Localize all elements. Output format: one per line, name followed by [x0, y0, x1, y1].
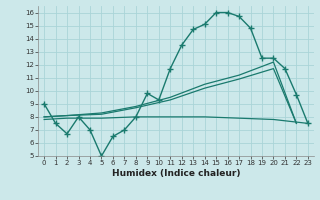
X-axis label: Humidex (Indice chaleur): Humidex (Indice chaleur)	[112, 169, 240, 178]
